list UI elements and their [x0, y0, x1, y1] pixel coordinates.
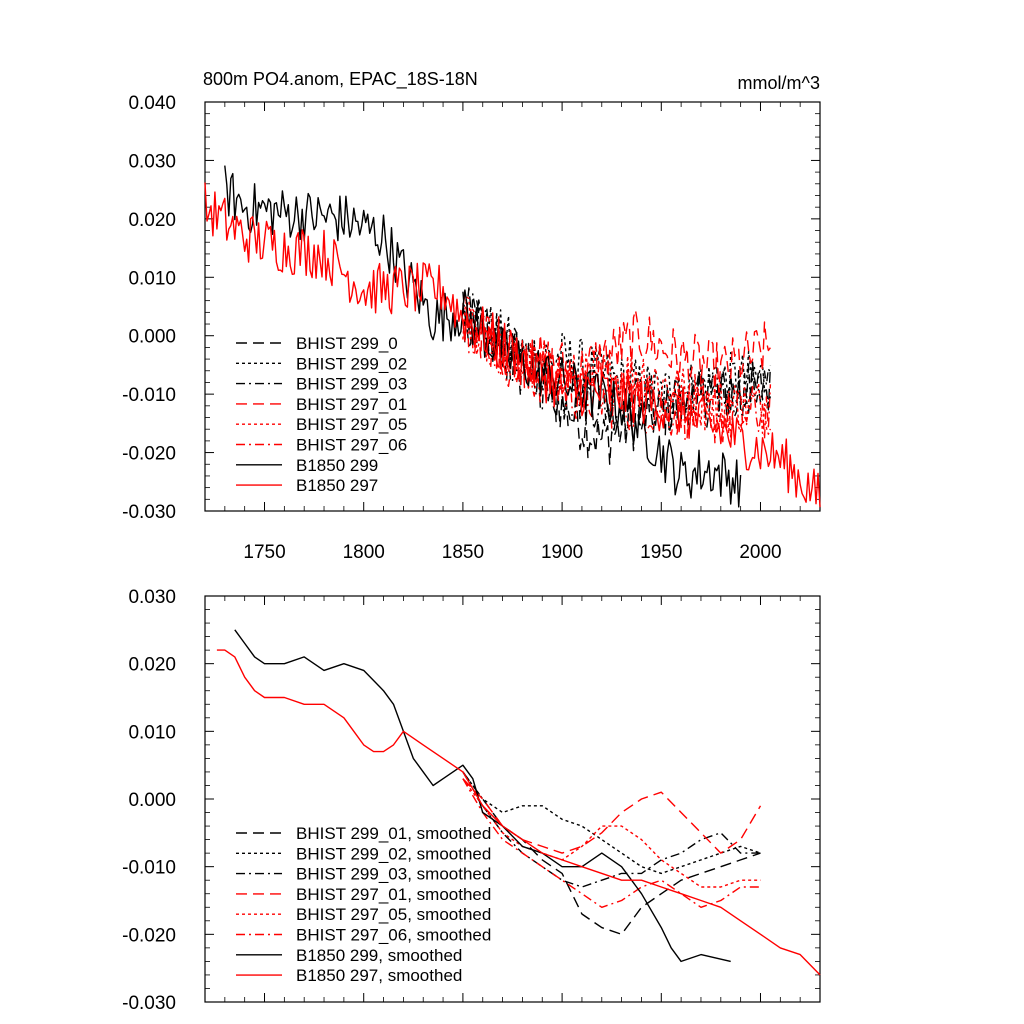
y-tick-label: -0.020: [122, 925, 176, 946]
bottom-axis-ticks: [205, 595, 821, 1003]
legend-label: B1850 299: [296, 456, 378, 475]
series-line-bhist-297-01-smoothed: [462, 778, 762, 854]
series-line-b1850-297: [204, 182, 821, 508]
y-tick-label: 0.010: [128, 722, 176, 743]
legend-label: BHIST 297_05, smoothed: [296, 905, 491, 924]
y-tick-label: 0.000: [128, 790, 176, 811]
legend-label: BHIST 299_02, smoothed: [296, 844, 491, 863]
bottom-series-lines: [216, 629, 821, 976]
legend-label: BHIST 299_02: [296, 354, 407, 373]
top-axis-ticks: [205, 101, 821, 512]
legend-label: BHIST 297_06: [296, 436, 407, 455]
y-tick-label: 0.000: [128, 327, 176, 348]
legend-label: B1850 297: [296, 476, 378, 495]
y-tick-label: -0.030: [122, 993, 176, 1014]
bottom-y-tick-labels: -0.030 -0.020 -0.010 0.000 0.010 0.020 0.030: [122, 587, 176, 1014]
x-tick-label: 1950: [640, 542, 682, 563]
top-series-lines: [204, 165, 821, 508]
x-tick-label: 1900: [541, 542, 583, 563]
y-tick-label: -0.010: [122, 858, 176, 879]
y-tick-label: -0.010: [122, 385, 176, 406]
legend-label: BHIST 297_05: [296, 415, 407, 434]
x-tick-label: 1850: [442, 542, 484, 563]
top-y-tick-labels: -0.030 -0.020 -0.010 0.000 0.010 0.020 0.030 0.…: [122, 93, 176, 523]
legend-label: BHIST 297_01, smoothed: [296, 885, 491, 904]
y-tick-label: 0.020: [128, 210, 176, 231]
series-line-b1850-299: [224, 165, 742, 508]
y-tick-label: -0.030: [122, 502, 176, 523]
y-tick-label: 0.030: [128, 151, 176, 172]
legend-label: B1850 297, smoothed: [296, 966, 462, 985]
legend-label: BHIST 297_01: [296, 395, 407, 414]
series-line-bhist-297-01: [462, 293, 771, 399]
series-line-bhist-299-02-smoothed: [462, 771, 761, 875]
series-line-b1850-297-smoothed: [216, 649, 821, 976]
top-chart-title: 800m PO4.anom, EPAC_18S-18N: [203, 69, 478, 90]
series-line-b1850-299-smoothed: [234, 629, 731, 963]
series-line-bhist-297-05-smoothed: [462, 778, 761, 888]
x-tick-label: 1750: [243, 542, 285, 563]
x-tick-label: 2000: [739, 542, 781, 563]
top-plot-frame: [204, 101, 821, 512]
legend-label: B1850 299, smoothed: [296, 946, 462, 965]
legend-label: BHIST 299_03, smoothed: [296, 865, 491, 884]
y-tick-label: -0.020: [122, 444, 176, 465]
legend-label: BHIST 299_01, smoothed: [296, 824, 491, 843]
series-line-bhist-297-05: [462, 296, 772, 435]
x-tick-label: 1800: [343, 542, 385, 563]
series-line-bhist-299-03: [462, 291, 772, 434]
top-chart-units: mmol/m^3: [738, 73, 820, 93]
series-line-bhist-299-01-smoothed: [462, 771, 761, 935]
top-x-tick-labels: 1750 1800 1850 1900 1950 2000: [243, 542, 781, 563]
y-tick-label: 0.020: [128, 655, 176, 676]
legend-label: BHIST 299_0: [296, 334, 398, 353]
legend-label: BHIST 297_06, smoothed: [296, 926, 491, 945]
y-tick-label: 0.010: [128, 268, 176, 289]
series-line-bhist-299-03-smoothed: [462, 771, 761, 888]
y-tick-label: 0.030: [128, 587, 176, 608]
y-tick-label: 0.040: [128, 93, 176, 114]
series-line-bhist-297-06-smoothed: [462, 778, 761, 908]
legend-label: BHIST 299_03: [296, 375, 407, 394]
